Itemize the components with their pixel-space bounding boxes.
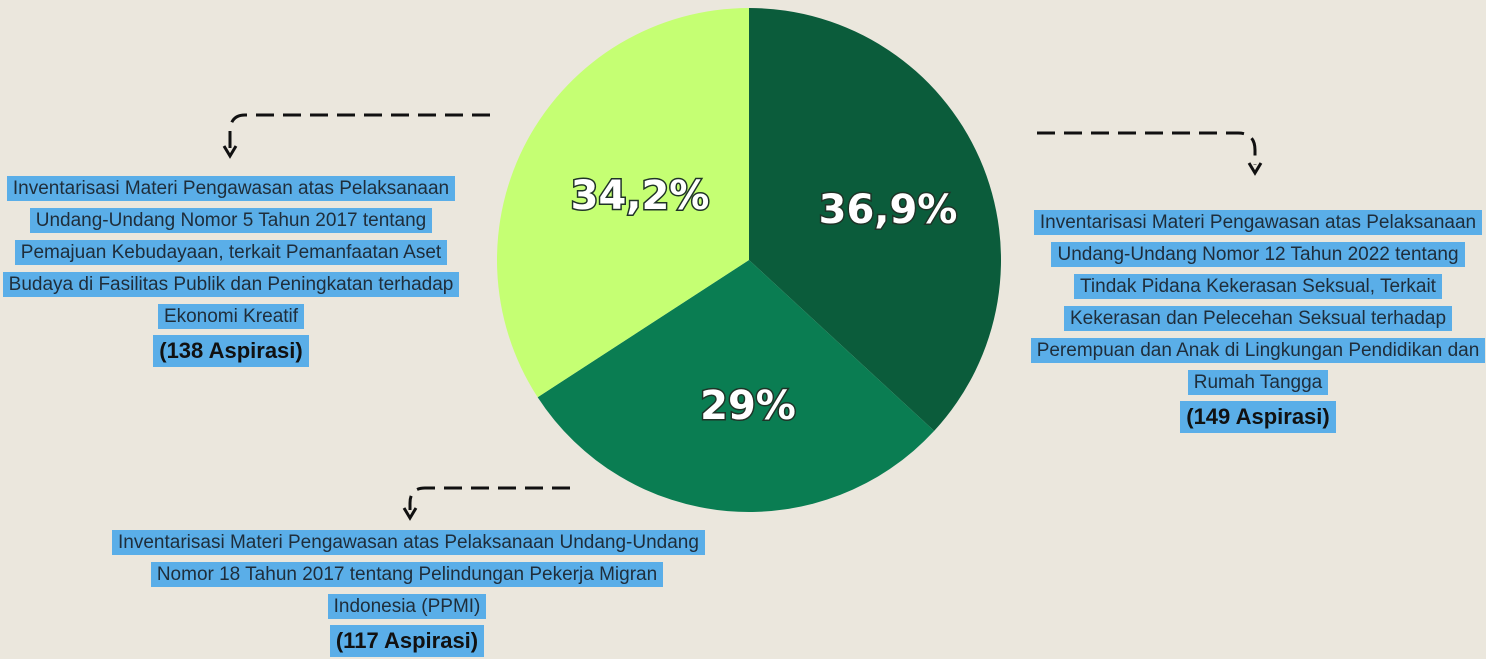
category-description: Inventarisasi Materi Pengawasan atas Pel… [112, 527, 705, 623]
slice-label: 36,9% [819, 187, 958, 233]
arrow-head [402, 507, 418, 521]
category-box: Inventarisasi Materi Pengawasan atas Pel… [1030, 207, 1486, 435]
connector [1037, 131, 1257, 165]
category-label: Inventarisasi Materi Pengawasan atas Pel… [1030, 210, 1486, 395]
connector [228, 113, 490, 148]
count-label: (149 Aspirasi) [1180, 401, 1336, 433]
slice-label: 29% [700, 383, 796, 429]
pie-slice [537, 260, 935, 512]
count-label: (138 Aspirasi) [153, 335, 309, 367]
slice-label: 34,2% [571, 173, 710, 219]
category-label: Inventarisasi Materi Pengawasan atas Pel… [112, 530, 705, 619]
pie-slice [497, 8, 749, 398]
category-description: Inventarisasi Materi Pengawasan atas Pel… [0, 173, 462, 333]
category-box: Inventarisasi Materi Pengawasan atas Pel… [0, 173, 462, 369]
category-box: Inventarisasi Materi Pengawasan atas Pel… [112, 527, 705, 659]
connectors [222, 113, 1263, 521]
category-label: Inventarisasi Materi Pengawasan atas Pel… [2, 176, 460, 329]
arrow-head [222, 145, 238, 159]
arrow-head [1247, 162, 1263, 176]
count-label: (117 Aspirasi) [329, 625, 485, 657]
connector [408, 486, 570, 510]
category-description: Inventarisasi Materi Pengawasan atas Pel… [1030, 207, 1486, 399]
pie-slice [749, 8, 1002, 431]
